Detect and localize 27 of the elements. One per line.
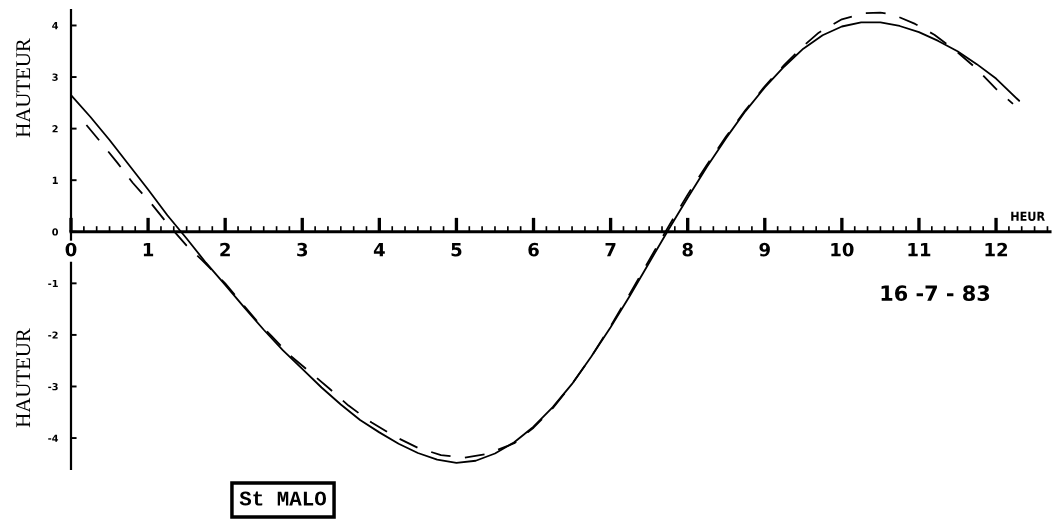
y-tick-label: 0 xyxy=(52,228,59,236)
x-tick-label: 3 xyxy=(297,242,308,257)
x-tick-label: 1 xyxy=(143,243,154,257)
y-tick-label: -2 xyxy=(48,331,58,339)
y-tick-label: -1 xyxy=(48,279,58,288)
x-tick-label: 7 xyxy=(605,243,616,257)
y-tick-label: 1 xyxy=(52,176,58,184)
x-tick-label: 8 xyxy=(682,242,693,257)
y-tick-label: -4 xyxy=(48,434,59,442)
x-tick-label: 2 xyxy=(220,242,230,257)
annotation: 16 -7 - 83 xyxy=(881,285,990,302)
x-axis-title: HEUR xyxy=(1011,211,1045,222)
x-tick-label: 6 xyxy=(528,242,539,257)
x-tick-label: 9 xyxy=(759,242,770,257)
text: St MALO xyxy=(239,491,327,506)
x-tick-label: 10 xyxy=(831,242,854,257)
x-tick-label: 4 xyxy=(373,243,385,257)
text: HAUTEUR xyxy=(16,328,31,428)
y-tick-label: 2 xyxy=(52,125,58,133)
y-tick-label: 4 xyxy=(52,22,59,30)
x-tick-label: 11 xyxy=(908,243,931,257)
x-tick-label: 12 xyxy=(985,242,1008,257)
x-tick-label: 5 xyxy=(451,243,462,257)
y-tick-label: 3 xyxy=(52,73,58,81)
y-axis-title: HAUTEUR xyxy=(16,38,31,138)
y-tick-label: -3 xyxy=(48,382,58,391)
x-tick-label: 0 xyxy=(65,242,77,257)
